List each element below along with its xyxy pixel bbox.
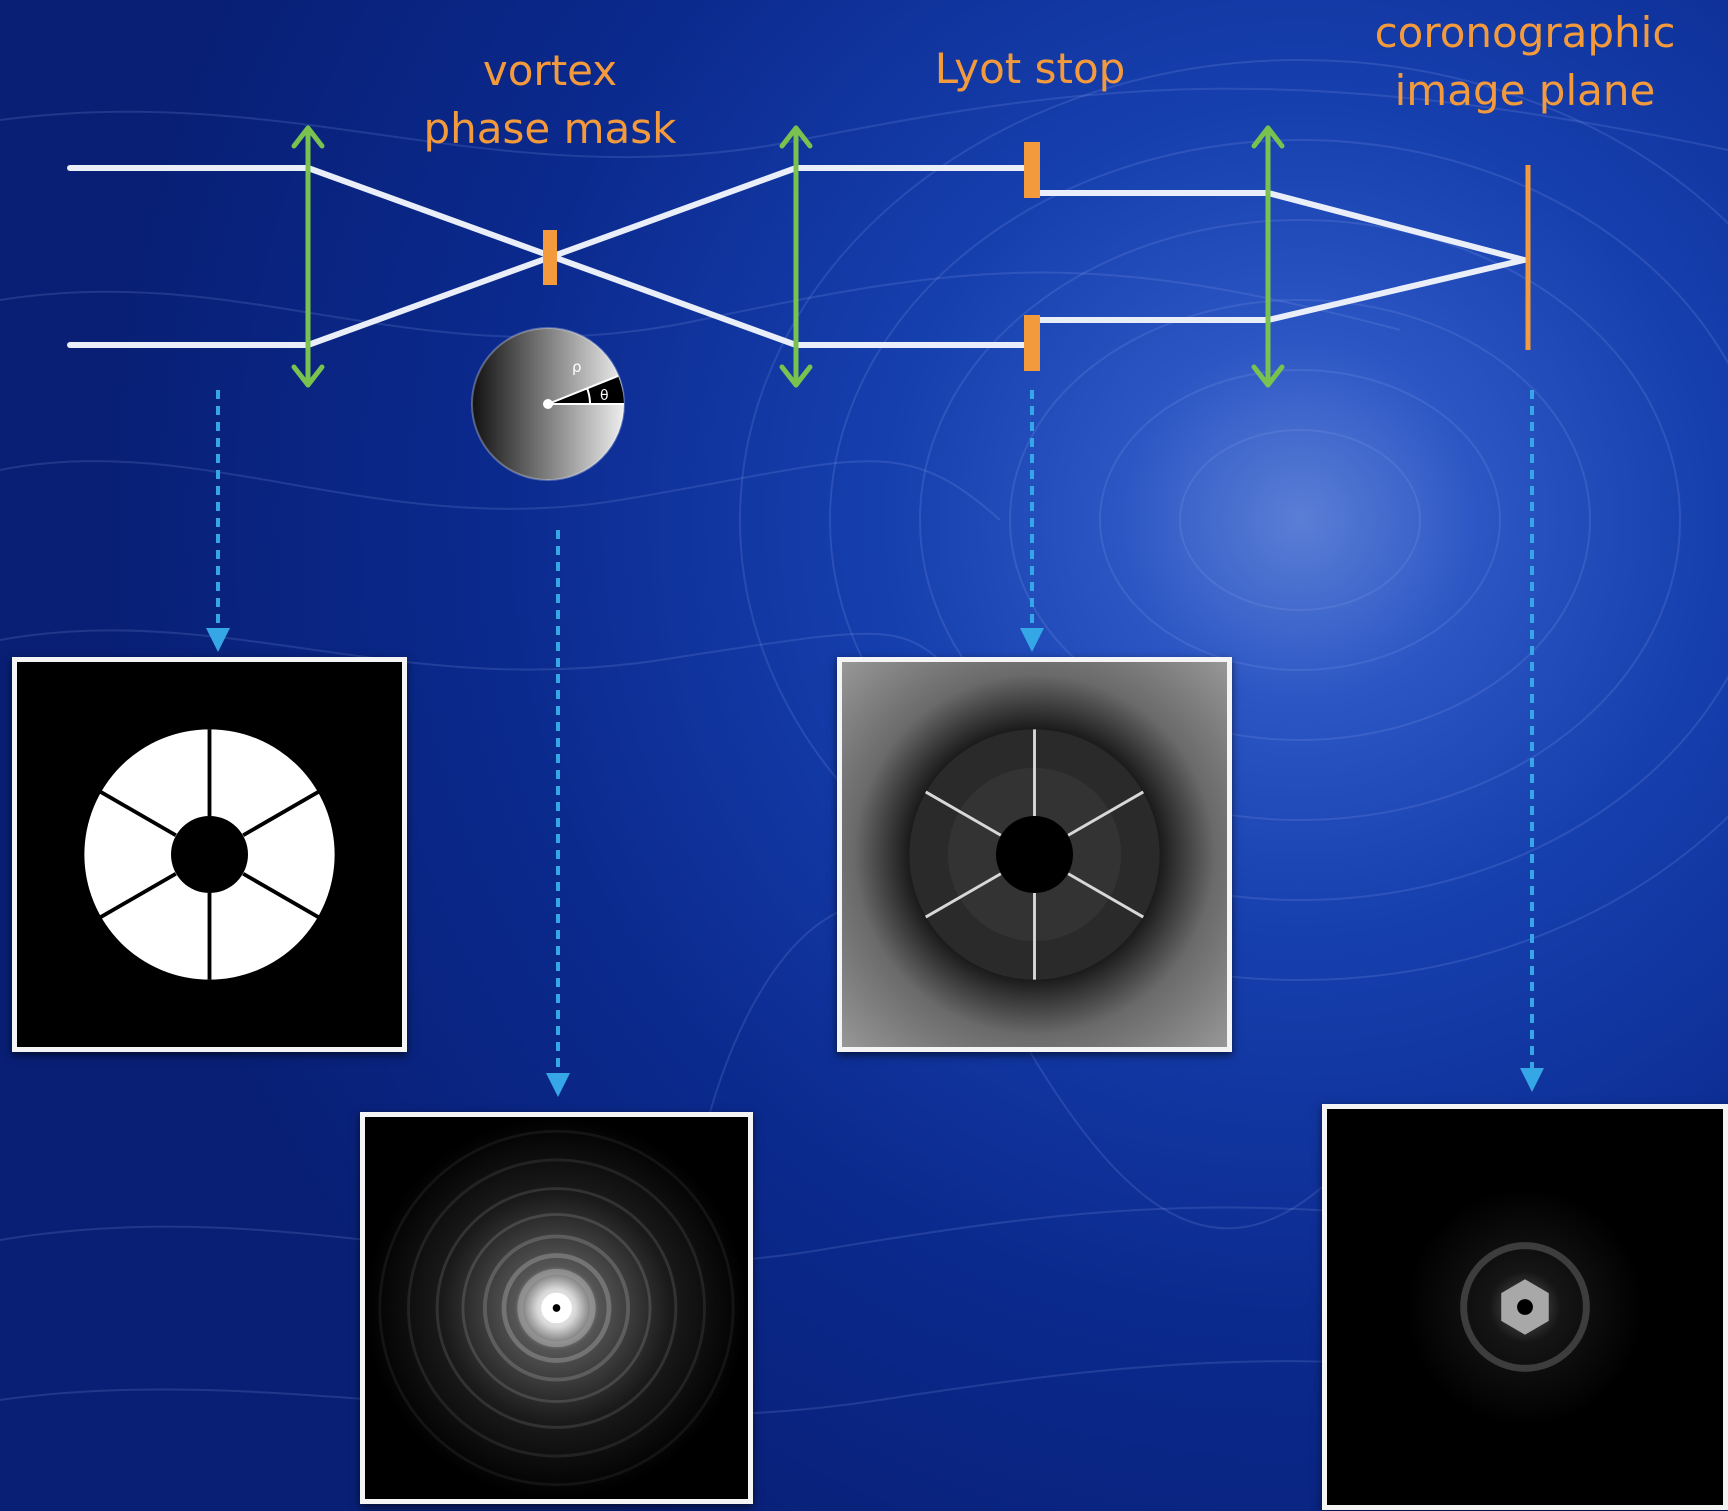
pupil-image-panel: [12, 657, 407, 1052]
lyot-stop-top: [1024, 142, 1040, 198]
coronographic-plane-label: coronographic image plane: [1340, 4, 1710, 120]
vortex-mask-element: [543, 230, 557, 285]
coronographic-image-panel: [1322, 1104, 1728, 1510]
coronographic-image: [1327, 1109, 1723, 1505]
vortex-focal-image-panel: [360, 1112, 753, 1504]
lyot-plane-image: [842, 662, 1227, 1047]
lyot-stop-bottom: [1024, 315, 1040, 371]
vortex-phase-inset: ρ θ: [471, 327, 625, 481]
lens-3-icon: [1251, 125, 1285, 388]
coro-label-line1: coronographic: [1374, 8, 1676, 57]
light-beams: [67, 165, 1527, 348]
lens-1-icon: [291, 125, 325, 388]
lyot-plane-image-panel: [837, 657, 1232, 1052]
rho-label: ρ: [572, 358, 582, 376]
pupil-image: [17, 662, 402, 1047]
vortex-phase-mask-label: vortex phase mask: [400, 42, 700, 158]
coro-label-line2: image plane: [1394, 66, 1656, 115]
lens-2-icon: [779, 125, 813, 388]
lyot-label-text: Lyot stop: [934, 44, 1126, 93]
vortex-label-line1: vortex: [482, 46, 618, 95]
theta-label: θ: [600, 388, 609, 404]
vortex-label-line2: phase mask: [423, 104, 677, 153]
lyot-stop-label: Lyot stop: [900, 40, 1160, 98]
vortex-focal-image: [365, 1117, 748, 1499]
